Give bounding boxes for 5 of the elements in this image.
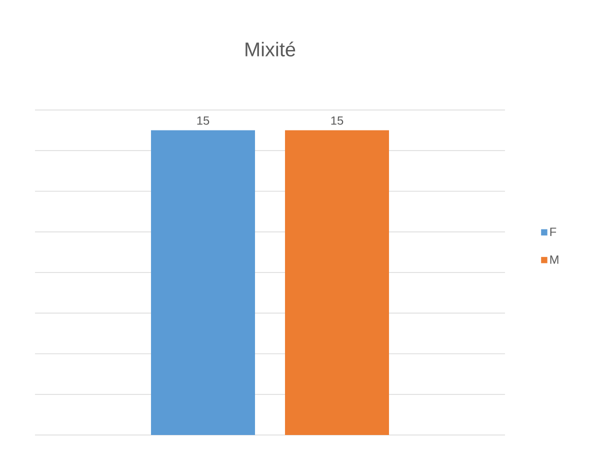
chart-title: Mixité — [246, 42, 296, 56]
legend-label: M — [550, 255, 558, 264]
data-label: 15 — [197, 116, 210, 125]
data-label: 15 — [331, 116, 344, 125]
legend-label: F — [550, 228, 556, 236]
